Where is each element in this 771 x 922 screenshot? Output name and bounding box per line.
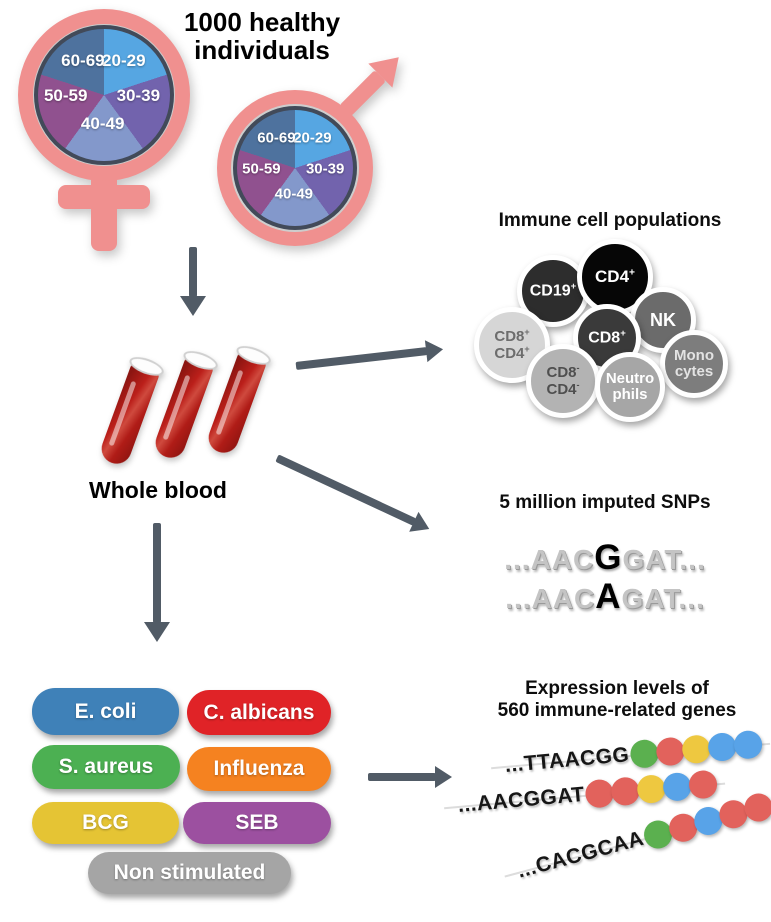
snps-title: 5 million imputed SNPs [499, 492, 711, 513]
age-group-label: 30-39 [116, 86, 161, 106]
age-group-label: 20-29 [293, 129, 332, 147]
red-expression-dot [584, 778, 615, 809]
red-expression-dot [610, 776, 641, 807]
cell-label: Mono [674, 347, 714, 365]
stimulus-pill-influenza: Influenza [187, 747, 331, 791]
whole-blood-label: Whole blood [89, 477, 227, 503]
expression-sequence: ...CACGCAA [514, 826, 647, 883]
cell-population-cd8cd4: CD8- CD4- [526, 344, 600, 418]
cell-population-cd19: CD19+ [517, 255, 589, 327]
expression-title: Expression levels of 560 immune-related … [462, 678, 771, 722]
blue-expression-dot [706, 731, 738, 763]
yellow-expression-dot [680, 734, 712, 765]
cell-label: CD4+ [494, 344, 530, 362]
cell-label: NK [650, 309, 676, 330]
cell-label: CD4+ [595, 267, 635, 287]
expression-sequence: ...AACGGAT [456, 782, 586, 817]
stimulus-pill-bcg: BCG [32, 802, 179, 844]
male-age-pie: 20-29 30-39 40-49 50-59 60-69 [233, 106, 357, 230]
snp-seq1-variant-allele: G [594, 538, 623, 577]
stimulus-pill-non-stimulated: Non stimulated [88, 852, 291, 894]
female-symbol-crossbar [58, 185, 150, 209]
snp-sequence-1: ...AACGGAT... [440, 538, 770, 578]
arrow-stimuli-to-expression [368, 773, 436, 781]
expression-dots [584, 769, 719, 809]
red-expression-dot [688, 769, 719, 800]
blue-expression-dot [732, 729, 764, 760]
stimulus-pill-e-coli: E. coli [32, 688, 179, 735]
cell-label: CD4- [546, 380, 580, 398]
cell-population-neutrophils: Neutro phils [595, 352, 665, 422]
blue-expression-dot [662, 771, 693, 802]
cell-label: Neutro [605, 370, 655, 388]
cell-label: CD8+ [588, 327, 626, 347]
red-expression-dot [654, 736, 686, 767]
figure-title: 1000 healthy individuals [183, 7, 341, 66]
age-group-label: 40-49 [80, 114, 125, 134]
expression-title-line1: Expression levels of [525, 678, 709, 699]
stimulus-pill-seb: SEB [183, 802, 331, 844]
arrow-blood-to-stimuli [153, 523, 161, 623]
age-group-label: 50-59 [43, 86, 88, 106]
expression-dots [629, 729, 764, 769]
female-symbol-icon: 20-29 30-39 40-49 50-59 60-69 [18, 9, 198, 257]
snp-seq2-suffix: GAT... [621, 583, 705, 614]
green-expression-dot [629, 738, 660, 769]
yellow-expression-dot [636, 773, 667, 805]
expression-row: ...AACGGAT [457, 769, 719, 820]
cell-label: phils [612, 386, 648, 403]
snp-seq1-suffix: GAT... [622, 544, 706, 575]
age-group-label: 60-69 [257, 129, 296, 147]
cell-label: CD8+ [494, 327, 530, 346]
cell-label: CD8- [546, 363, 580, 382]
cell-population-monocytes: Mono cytes [660, 330, 728, 398]
immune-cells-title: Immune cell populations [498, 210, 722, 231]
age-group-label: 40-49 [274, 185, 314, 203]
arrow-blood-to-snps [275, 454, 417, 526]
expression-row: ...TTAACGG [503, 729, 764, 780]
expression-title-line2: 560 immune-related genes [497, 699, 737, 721]
age-group-label: 20-29 [102, 50, 146, 70]
stimulus-pill-c-albicans: C. albicans [187, 690, 331, 735]
arrow-individuals-to-blood [189, 247, 197, 297]
expression-sequence: ...TTAACGG [503, 743, 631, 777]
snp-seq2-variant-allele: A [595, 577, 622, 616]
cell-label: cytes [674, 363, 714, 380]
cell-label: CD19+ [529, 280, 577, 300]
age-group-label: 30-39 [305, 160, 345, 178]
arrow-blood-to-cells [295, 347, 428, 370]
age-group-label: 60-69 [61, 50, 105, 70]
snp-seq1-prefix: ...AAC [504, 544, 595, 575]
female-symbol-stem [91, 169, 117, 251]
stimulus-pill-s-aureus: S. aureus [32, 745, 180, 789]
snp-seq2-prefix: ...AAC [505, 583, 596, 614]
age-group-label: 50-59 [242, 160, 281, 178]
snp-sequence-2: ...AACAGAT... [440, 577, 770, 617]
male-symbol-icon: 20-29 30-39 40-49 50-59 60-69 [217, 69, 417, 260]
female-age-pie: 20-29 30-39 40-49 50-59 60-69 [34, 25, 174, 165]
